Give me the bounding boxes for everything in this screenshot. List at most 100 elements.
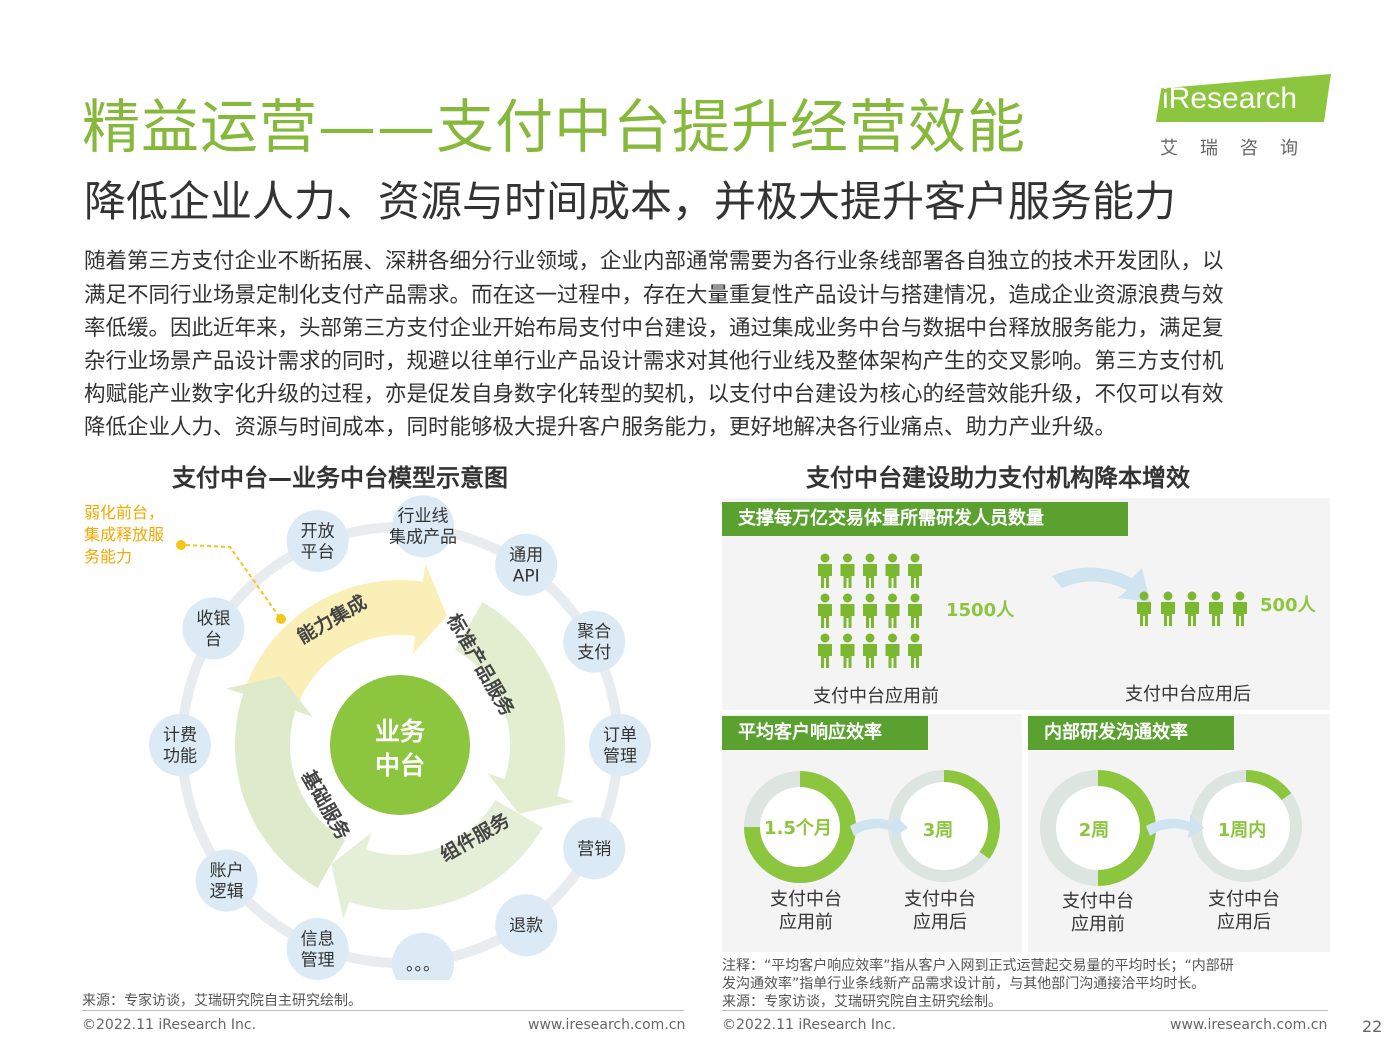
person-body — [863, 644, 877, 668]
person-body — [818, 564, 832, 588]
communication-after-value: 1周内 — [1218, 819, 1267, 841]
decrease-arrow — [1052, 567, 1150, 602]
person-icon — [865, 633, 875, 643]
body-line: 率低缓。因此近年来，头部第三方支付企业开始布局支付中台建设，通过集成业务中台与数… — [84, 316, 1224, 341]
person-icon — [1163, 591, 1173, 601]
person-body — [840, 604, 855, 628]
communication-graphic: 2周 1周内 支付中台 应用前 支付中台 应用后 — [1040, 770, 1302, 935]
headcount-after-label: 支付中台应用后 — [1125, 684, 1251, 705]
body-line: 降低企业人力、资源与时间成本，同时能够极大提升客户服务能力，更好地解决各行业痛点… — [84, 415, 1117, 440]
callout-line: 务能力 — [84, 547, 132, 566]
node-circle — [149, 714, 211, 776]
center-circle — [330, 675, 470, 815]
person-icon — [1139, 591, 1149, 601]
node-label: 功能 — [163, 747, 197, 767]
node-label: 收银 — [196, 609, 230, 629]
node-label: 管理 — [301, 950, 335, 970]
communication-before-label: 应用前 — [1071, 914, 1125, 935]
node-circle — [392, 932, 454, 980]
node-label: 台 — [205, 630, 222, 650]
response-before-label: 支付中台 — [770, 889, 842, 910]
body-line: 满足不同行业场景定制化支付产品需求。而在这一过程中，存在大量重复性产品设计与搭建… — [84, 283, 1224, 308]
node-label: 管理 — [603, 747, 637, 767]
panel-a-heading: 支撑每万亿交易体量所需研发人员数量 — [722, 502, 1128, 536]
node-circle — [182, 597, 245, 660]
panel-b-heading: 平均客户响应效率 — [722, 716, 928, 750]
node-label: 集成产品 — [389, 528, 457, 548]
person-body — [1161, 602, 1175, 626]
footer-url-right[interactable]: www.iresearch.com.cn — [1170, 1017, 1328, 1033]
response-arrow — [850, 814, 908, 838]
response-before-label: 应用前 — [779, 912, 833, 933]
node-circle — [195, 849, 258, 912]
iresearch-logo: iResearch 艾瑞咨询 — [1156, 74, 1334, 164]
communication-after-label: 支付中台 — [1208, 889, 1280, 910]
person-icon — [865, 593, 875, 603]
node-circle — [495, 894, 558, 957]
panel-response: 平均客户响应效率 1.5个月 3周 支付中台 应用前 支付中台 应用后 — [722, 714, 1022, 952]
node-circle — [495, 533, 558, 596]
person-body — [1137, 602, 1151, 626]
person-body — [1185, 602, 1199, 626]
footer-url-left[interactable]: www.iresearch.com.cn — [528, 1017, 686, 1033]
node-label: 逻辑 — [210, 882, 244, 902]
person-body — [908, 564, 922, 588]
footer-copyright-right: ©2022.11 iResearch Inc. — [722, 1017, 897, 1033]
node-circle — [286, 510, 349, 573]
person-body — [885, 644, 900, 668]
response-before-value: 1.5个月 — [764, 817, 832, 839]
node-circle — [563, 817, 626, 880]
arc-arrow — [455, 602, 575, 814]
node-label: 退款 — [509, 916, 543, 936]
node-label: 。。。 — [406, 955, 440, 975]
person-body — [840, 564, 855, 588]
panel-c-heading: 内部研发沟通效率 — [1028, 716, 1234, 750]
center-label-1: 业务 — [375, 717, 425, 746]
person-body — [863, 604, 877, 628]
page-number: 22 — [1362, 1017, 1383, 1036]
node-label: 订单 — [603, 726, 637, 746]
person-icon — [1187, 591, 1197, 601]
person-icon — [910, 593, 920, 603]
person-body — [1209, 602, 1223, 626]
body-line: 构赋能产业数字化升级的过程，亦是促发自身数字化转型的契机，以支付中台建设为核心的… — [84, 382, 1224, 407]
person-body — [885, 564, 900, 588]
node-label: 通用 — [509, 545, 543, 565]
node-label: 营销 — [577, 839, 611, 859]
headcount-before-label: 支付中台应用前 — [813, 686, 939, 707]
person-body — [885, 604, 900, 628]
person-icon — [820, 553, 830, 563]
person-body — [818, 644, 832, 668]
center-label-2: 中台 — [375, 751, 425, 780]
left-section-title: 支付中台—业务中台模型示意图 — [172, 464, 508, 492]
person-icon — [820, 593, 830, 603]
person-icon — [1235, 591, 1245, 601]
node-label: 支付 — [577, 643, 611, 663]
callout-line: 弱化前台， — [84, 503, 164, 522]
node-label: 开放 — [301, 522, 335, 542]
communication-before-value: 2周 — [1079, 820, 1110, 841]
right-section-title: 支付中台建设助力支付机构降本增效 — [806, 464, 1190, 492]
footer-divider-right — [722, 1010, 1328, 1011]
callout-line-connector — [185, 544, 281, 619]
right-source: 来源：专家访谈，艾瑞研究院自主研究绘制。 — [722, 994, 1002, 1010]
person-icon — [843, 633, 852, 643]
panel-communication: 内部研发沟通效率 2周 1周内 支付中台 应用前 支付中台 应用后 — [1028, 714, 1330, 952]
response-after-label: 应用后 — [913, 912, 967, 933]
person-icon — [1211, 591, 1221, 601]
person-body — [818, 604, 832, 628]
ring-fill — [744, 771, 856, 883]
headcount-after-value: 500人 — [1260, 595, 1317, 616]
ring-fill — [1245, 770, 1292, 801]
person-body — [908, 644, 922, 668]
node-label: 行业线 — [397, 507, 448, 527]
body-line: 杂行业场景产品设计需求的同时，规避以往单行业产品设计需求对其他行业线及整体架构产… — [84, 349, 1224, 374]
callout-dot — [176, 540, 186, 550]
panel-headcount: 支撑每万亿交易体量所需研发人员数量 1500人 500人 支付中台应用前 支付中… — [722, 498, 1330, 710]
person-body — [1233, 602, 1247, 626]
arc-arrow — [331, 800, 543, 920]
footer-copyright-left: ©2022.11 iResearch Inc. — [82, 1017, 257, 1033]
node-label: API — [513, 566, 540, 586]
node-circle — [589, 714, 651, 776]
